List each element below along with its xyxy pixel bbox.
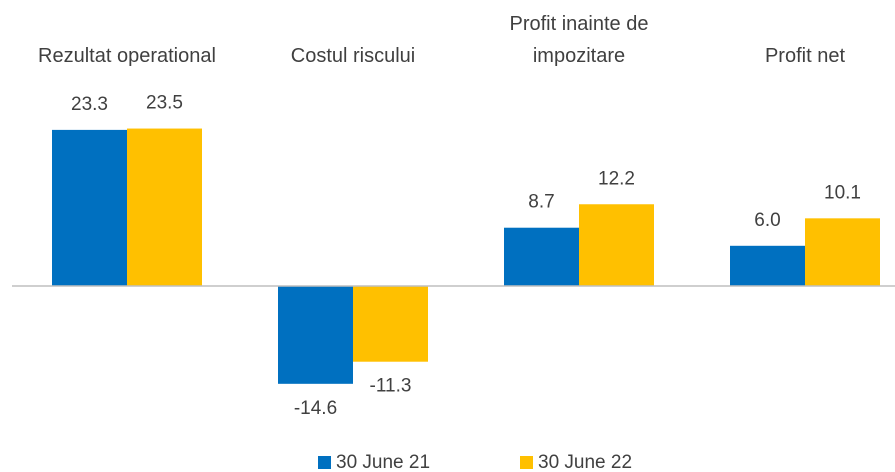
value-label: -11.3 [370, 376, 412, 397]
bar [579, 204, 654, 286]
legend-swatch [520, 456, 533, 469]
value-label: 6.0 [754, 210, 780, 231]
bar [278, 286, 353, 384]
bar [504, 227, 579, 286]
legend-label: 30 June 21 [336, 452, 430, 472]
category-label: Costul riscului [290, 45, 416, 67]
value-label: -14.6 [294, 398, 337, 419]
value-label: 12.2 [598, 168, 635, 189]
bar [730, 245, 805, 286]
value-label: 23.5 [146, 93, 183, 114]
category-label: Profit net [764, 45, 846, 67]
bar [353, 286, 428, 362]
value-label: 10.1 [824, 182, 861, 203]
category-label: Rezultat operational [38, 45, 216, 67]
value-label: 8.7 [528, 192, 554, 213]
category-label: Profit inainte de impozitare [509, 13, 649, 67]
bar [127, 128, 202, 286]
bar [805, 218, 880, 286]
value-label: 23.3 [71, 94, 108, 115]
legend-label: 30 June 22 [538, 452, 632, 472]
bar [52, 129, 127, 286]
legend-swatch [318, 456, 331, 469]
